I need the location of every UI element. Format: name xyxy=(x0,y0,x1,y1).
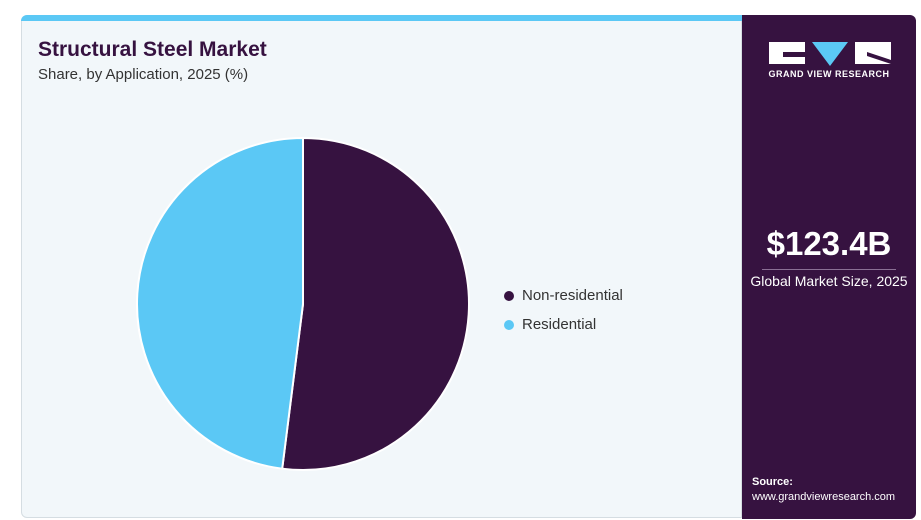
legend-item-residential: Residential xyxy=(504,310,623,339)
legend-swatch xyxy=(504,319,514,330)
chart-title: Structural Steel Market xyxy=(38,38,267,61)
legend-swatch xyxy=(504,290,514,301)
market-size-label: Global Market Size, 2025 xyxy=(750,273,908,289)
legend-item-non-residential: Non-residential xyxy=(504,281,623,310)
legend-label: Non-residential xyxy=(522,287,623,304)
pie-slice-non-residential xyxy=(281,136,470,471)
source-link[interactable]: www.grandviewresearch.com xyxy=(752,491,896,503)
market-size-value: $123.4B xyxy=(766,225,892,262)
legend: Non-residential Residential xyxy=(504,281,623,339)
divider xyxy=(762,269,896,270)
gvr-logo xyxy=(769,42,891,66)
info-panel: GRAND VIEW RESEARCH $123.4B Global Marke… xyxy=(742,15,916,519)
chart-subtitle: Share, by Application, 2025 (%) xyxy=(38,66,249,83)
logo-text: GRAND VIEW RESEARCH xyxy=(768,69,890,79)
source-label: Source: xyxy=(752,476,793,488)
accent-bar xyxy=(21,15,742,21)
legend-label: Residential xyxy=(522,316,597,333)
pie-slice-residential xyxy=(136,136,304,470)
